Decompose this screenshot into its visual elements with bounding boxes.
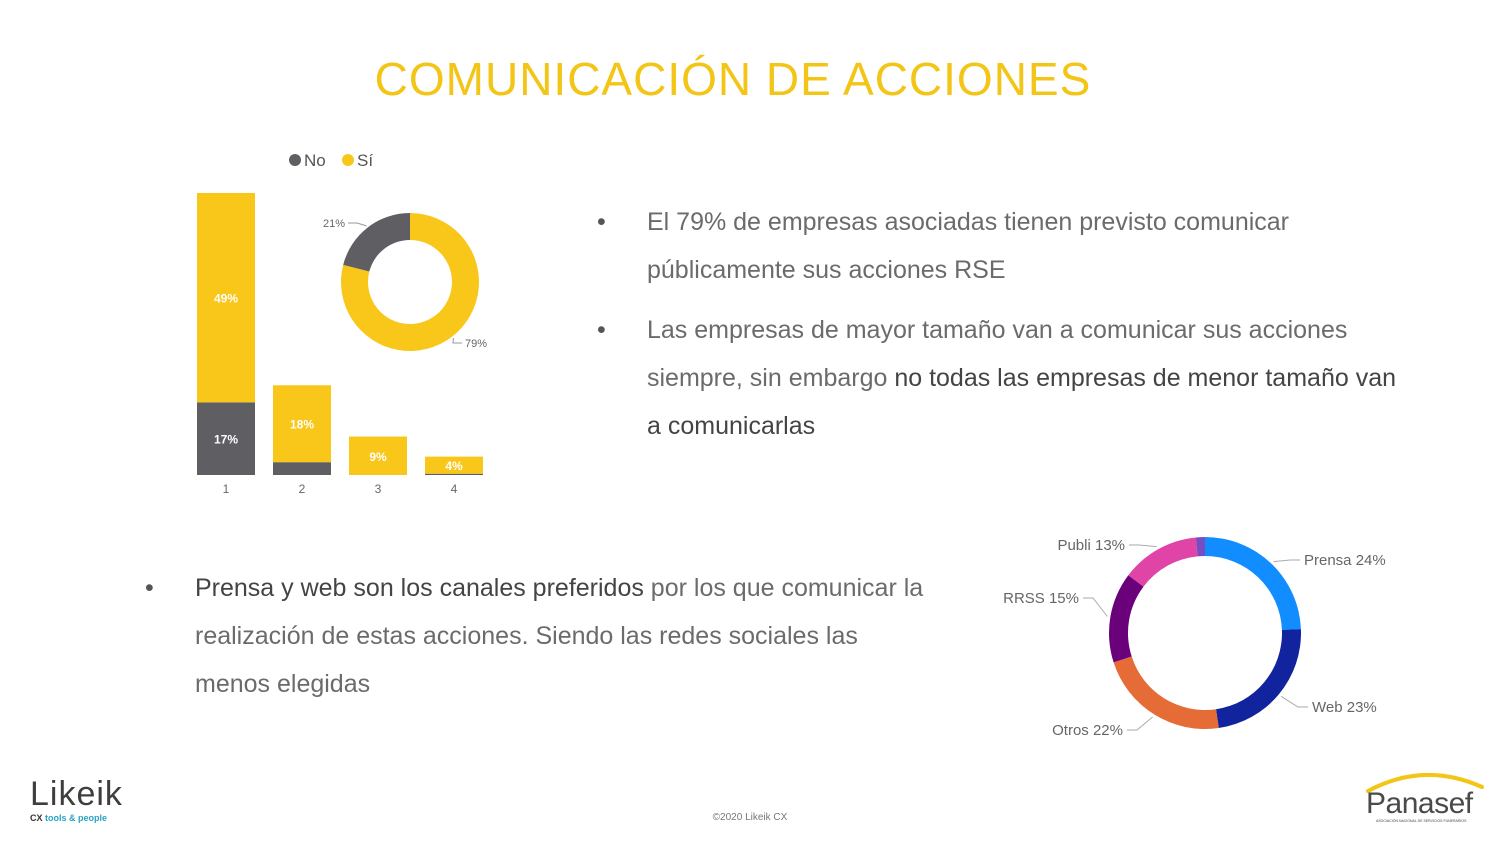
donut-slice-no bbox=[343, 213, 410, 272]
bar-sí-3 bbox=[349, 436, 407, 475]
donut-leader-line bbox=[452, 338, 462, 344]
bar-data-label: 18% bbox=[290, 418, 314, 432]
donut-data-label: Prensa 24% bbox=[1304, 552, 1386, 569]
x-tick-label: 1 bbox=[223, 482, 230, 496]
donut-data-label: Web 23% bbox=[1312, 699, 1377, 716]
donut-leader-line bbox=[1127, 716, 1153, 731]
channels-donut-chart: Prensa 24% Web 23% Otros 22% RRSS 15% Publi … bbox=[1003, 537, 1386, 739]
likeik-logo: Likeik CX tools & people bbox=[30, 775, 123, 823]
bar-data-label: 9% bbox=[369, 450, 387, 464]
bar-sí-4 bbox=[425, 456, 483, 474]
donut-slice-rrss bbox=[1109, 575, 1144, 663]
x-tick-label: 2 bbox=[299, 482, 306, 496]
panasef-logo: Panasef ASOCIACIÓN NACIONAL DE SERVICIOS… bbox=[1362, 765, 1487, 827]
bar-no-1 bbox=[197, 402, 255, 475]
top-bullet-list: El 79% de empresas asociadas tienen prev… bbox=[597, 198, 1407, 462]
donut-data-label: RRSS 15% bbox=[1003, 590, 1079, 607]
bar-no-2 bbox=[273, 462, 331, 475]
bar-no-4 bbox=[425, 473, 483, 475]
page-title: COMUNICACIÓN DE ACCIONES bbox=[374, 53, 1092, 105]
bullet-79-percent: El 79% de empresas asociadas tienen prev… bbox=[597, 198, 1407, 294]
donut-leader-line bbox=[1273, 559, 1300, 563]
bar-sí-2 bbox=[273, 385, 331, 463]
donut-slice-sí bbox=[341, 213, 479, 351]
bar-sí-1 bbox=[197, 193, 255, 403]
donut-slice-prensa bbox=[1205, 537, 1301, 630]
donut-leader-line bbox=[1129, 544, 1157, 548]
donut-leader-line bbox=[348, 222, 367, 227]
si-no-donut-chart: 79% 21% bbox=[323, 213, 487, 351]
bottom-bullet-list: Prensa y web son los canales preferidos … bbox=[145, 564, 935, 720]
legend-label-sí: Sí bbox=[357, 151, 373, 170]
footer-copyright: ©2020 Likeik CX bbox=[712, 812, 788, 823]
bullet-company-size: Las empresas de mayor tamaño van a comun… bbox=[597, 306, 1407, 450]
donut-data-label: 21% bbox=[323, 218, 345, 230]
donut-leader-line bbox=[1083, 597, 1108, 617]
bar-data-label: 4% bbox=[445, 459, 463, 473]
x-tick-label: 4 bbox=[451, 482, 458, 496]
donut-data-label: 79% bbox=[465, 338, 487, 350]
donut-leader-line bbox=[1280, 695, 1308, 708]
legend-marker-sí bbox=[342, 154, 354, 166]
x-tick-label: 3 bbox=[375, 482, 382, 496]
bar-data-label: 49% bbox=[214, 292, 238, 306]
stacked-bar-chart: No Sí 17% 49% 1 18% 2 9% 3 4% 4 bbox=[197, 151, 483, 496]
legend-marker-no bbox=[289, 154, 301, 166]
donut-slice-other bbox=[1195, 537, 1205, 557]
donut-data-label: Otros 22% bbox=[1052, 722, 1123, 739]
donut-slice-web bbox=[1216, 629, 1301, 729]
bar-data-label: 17% bbox=[214, 433, 238, 447]
donut-slice-publi bbox=[1128, 537, 1198, 587]
donut-data-label: Publi 13% bbox=[1057, 537, 1125, 554]
legend-label-no: No bbox=[304, 151, 326, 170]
donut-slice-otros bbox=[1113, 656, 1219, 729]
bullet-channels: Prensa y web son los canales preferidos … bbox=[145, 564, 935, 708]
